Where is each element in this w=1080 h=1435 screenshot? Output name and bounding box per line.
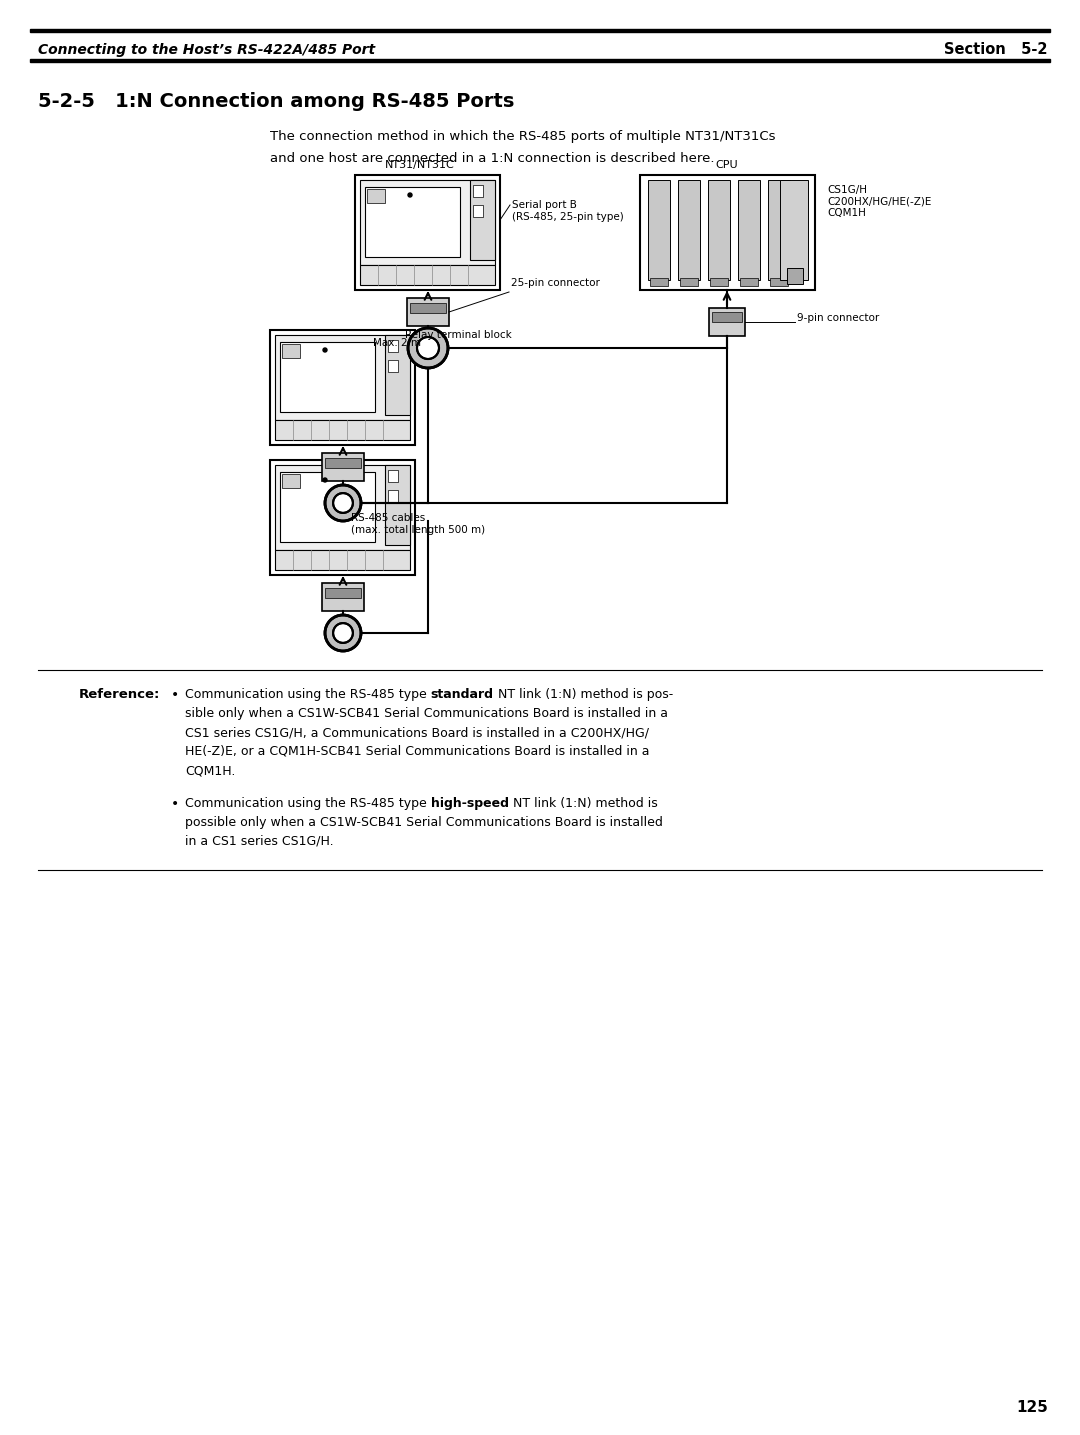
Bar [388, 360, 399, 372]
Text: The connection method in which the RS-485 ports of multiple NT31/NT31Cs: The connection method in which the RS-48… [270, 131, 775, 144]
Text: •: • [171, 796, 179, 811]
Bar [30, 59, 1050, 62]
Bar [388, 489, 399, 502]
Bar [360, 179, 495, 265]
Text: in a CS1 series CS1G/H.: in a CS1 series CS1G/H. [185, 835, 334, 848]
Text: sible only when a CS1W-SCB41 Serial Communications Board is installed in a: sible only when a CS1W-SCB41 Serial Comm… [185, 707, 669, 720]
Text: Communication using the RS-485 type: Communication using the RS-485 type [185, 687, 431, 702]
Circle shape [408, 192, 411, 197]
Bar [738, 179, 760, 280]
Bar [678, 179, 700, 280]
Text: Max. 2 m: Max. 2 m [373, 339, 421, 349]
Bar [768, 179, 789, 280]
Circle shape [417, 337, 438, 359]
Bar [282, 344, 300, 357]
Bar [365, 187, 460, 257]
Bar [388, 471, 399, 482]
Bar [275, 420, 410, 441]
Text: Connecting to the Host’s RS-422A/485 Port: Connecting to the Host’s RS-422A/485 Por… [38, 43, 375, 57]
Text: standard: standard [431, 687, 494, 702]
Bar [280, 472, 375, 542]
Bar [780, 179, 808, 280]
Bar [384, 334, 410, 415]
Text: HE(-Z)E, or a CQM1H-SCB41 Serial Communications Board is installed in a: HE(-Z)E, or a CQM1H-SCB41 Serial Communi… [185, 745, 649, 758]
Bar [708, 179, 730, 280]
Bar [275, 334, 410, 420]
Text: 9-pin connector: 9-pin connector [797, 313, 879, 323]
Bar [270, 461, 415, 575]
Bar [473, 205, 483, 217]
Circle shape [325, 485, 361, 521]
Bar [30, 29, 1050, 32]
Text: Reference:: Reference: [79, 687, 160, 702]
Text: Section   5-2: Section 5-2 [945, 43, 1048, 57]
Text: 25-pin connector: 25-pin connector [511, 278, 599, 288]
Bar [648, 179, 670, 280]
Circle shape [325, 616, 361, 651]
Text: Communication using the RS-485 type: Communication using the RS-485 type [185, 796, 431, 809]
Bar [473, 185, 483, 197]
Circle shape [333, 623, 353, 643]
Text: NT link (1:N) method is pos-: NT link (1:N) method is pos- [494, 687, 673, 702]
Text: CS1G/H
C200HX/HG/HE(-Z)E
CQM1H: CS1G/H C200HX/HG/HE(-Z)E CQM1H [827, 185, 931, 218]
Text: Serial port B
(RS-485, 25-pin type): Serial port B (RS-485, 25-pin type) [512, 199, 624, 221]
Bar [275, 465, 410, 550]
Text: •: • [171, 687, 179, 702]
Text: 125: 125 [1016, 1401, 1048, 1415]
Bar [275, 550, 410, 570]
Text: NT31/NT31C: NT31/NT31C [384, 159, 455, 169]
Bar [650, 278, 669, 286]
Circle shape [333, 494, 353, 512]
Bar [270, 330, 415, 445]
Bar [322, 453, 364, 481]
Bar [355, 175, 500, 290]
Bar [388, 340, 399, 352]
Bar [740, 278, 758, 286]
Text: CQM1H.: CQM1H. [185, 763, 235, 776]
Text: RS-485 cables
(max. total length 500 m): RS-485 cables (max. total length 500 m) [351, 512, 485, 535]
Bar [710, 278, 728, 286]
Bar [770, 278, 788, 286]
Bar [280, 342, 375, 412]
Bar [712, 311, 742, 321]
Text: NT link (1:N) method is: NT link (1:N) method is [509, 796, 658, 809]
Bar [325, 458, 361, 468]
Text: Relay terminal block: Relay terminal block [405, 330, 512, 340]
Bar [282, 474, 300, 488]
Bar [708, 309, 745, 336]
Bar [410, 303, 446, 313]
Text: 5-2-5   1:N Connection among RS-485 Ports: 5-2-5 1:N Connection among RS-485 Ports [38, 92, 514, 110]
Circle shape [323, 349, 327, 352]
Bar [384, 465, 410, 545]
Bar [787, 268, 804, 284]
Text: high-speed: high-speed [431, 796, 509, 809]
Text: CPU: CPU [716, 159, 739, 169]
Bar [640, 175, 815, 290]
Circle shape [323, 478, 327, 482]
Bar [322, 583, 364, 611]
Bar [407, 298, 449, 326]
Text: possible only when a CS1W-SCB41 Serial Communications Board is installed: possible only when a CS1W-SCB41 Serial C… [185, 817, 663, 829]
Bar [470, 179, 495, 260]
Bar [325, 588, 361, 598]
Bar [367, 189, 384, 202]
Bar [680, 278, 698, 286]
Bar [360, 265, 495, 286]
Text: and one host are connected in a 1:N connection is described here.: and one host are connected in a 1:N conn… [270, 152, 715, 165]
Text: CS1 series CS1G/H, a Communications Board is installed in a C200HX/HG/: CS1 series CS1G/H, a Communications Boar… [185, 726, 649, 739]
Circle shape [408, 329, 448, 367]
